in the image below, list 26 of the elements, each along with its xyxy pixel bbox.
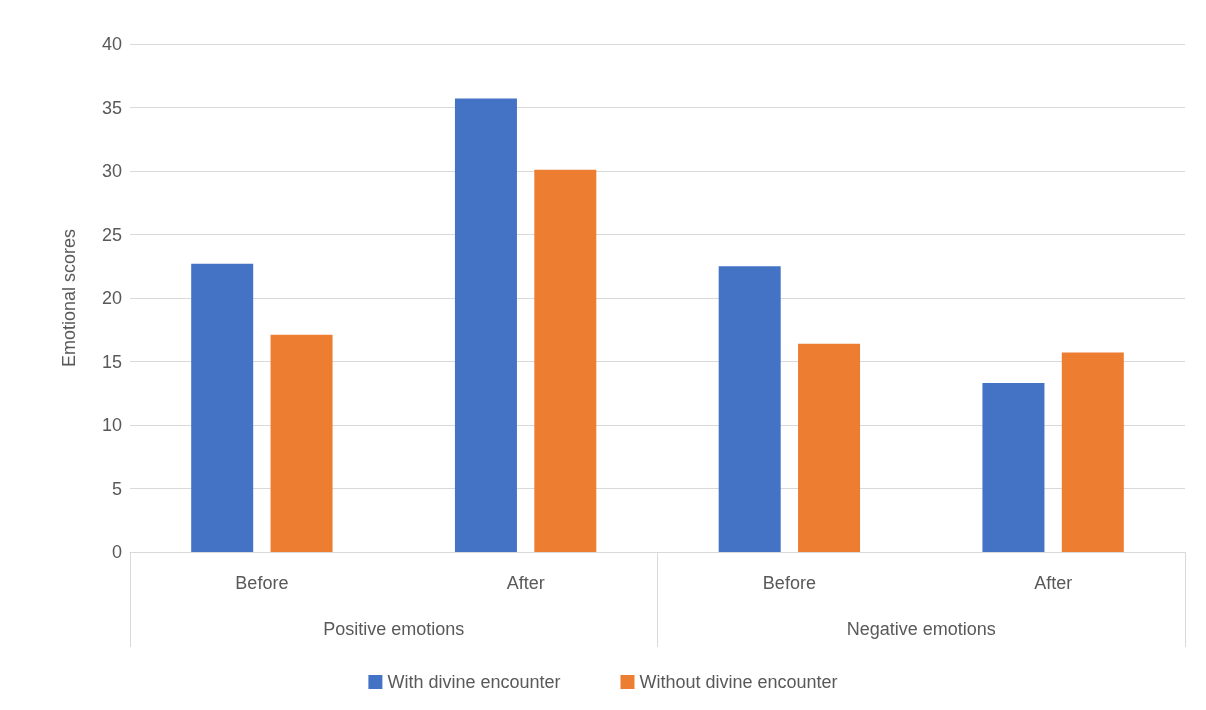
bar — [534, 169, 597, 552]
bar — [270, 334, 333, 552]
x-tick-label: Before — [762, 573, 816, 593]
y-tick-label: 10 — [101, 415, 122, 435]
x-tick-label: After — [1034, 573, 1073, 593]
y-tick-label: 5 — [111, 478, 122, 499]
bar — [798, 343, 861, 552]
y-tick-label: 15 — [101, 351, 122, 372]
bar — [191, 263, 254, 552]
y-tick-label: 25 — [101, 224, 122, 245]
bar — [1061, 352, 1124, 552]
text: Positive emotions — [323, 619, 465, 639]
y-tick-label: 40 — [101, 34, 122, 54]
y-tick-label: 0 — [111, 542, 122, 562]
y-tick-label: 35 — [101, 97, 122, 118]
legend-label: With divine encounter — [387, 672, 561, 692]
x-tick-label: After — [506, 573, 545, 593]
x-tick-label: Before — [235, 573, 289, 593]
y-tick-label: 30 — [101, 161, 122, 181]
y-tick-label: 20 — [101, 288, 122, 308]
bar — [718, 266, 781, 552]
bar — [454, 98, 517, 552]
bar — [982, 383, 1045, 552]
text: Negative emotions — [846, 619, 996, 639]
legend-label: Without divine encounter — [639, 672, 838, 692]
y-axis-title: Emotional scores — [59, 228, 79, 368]
